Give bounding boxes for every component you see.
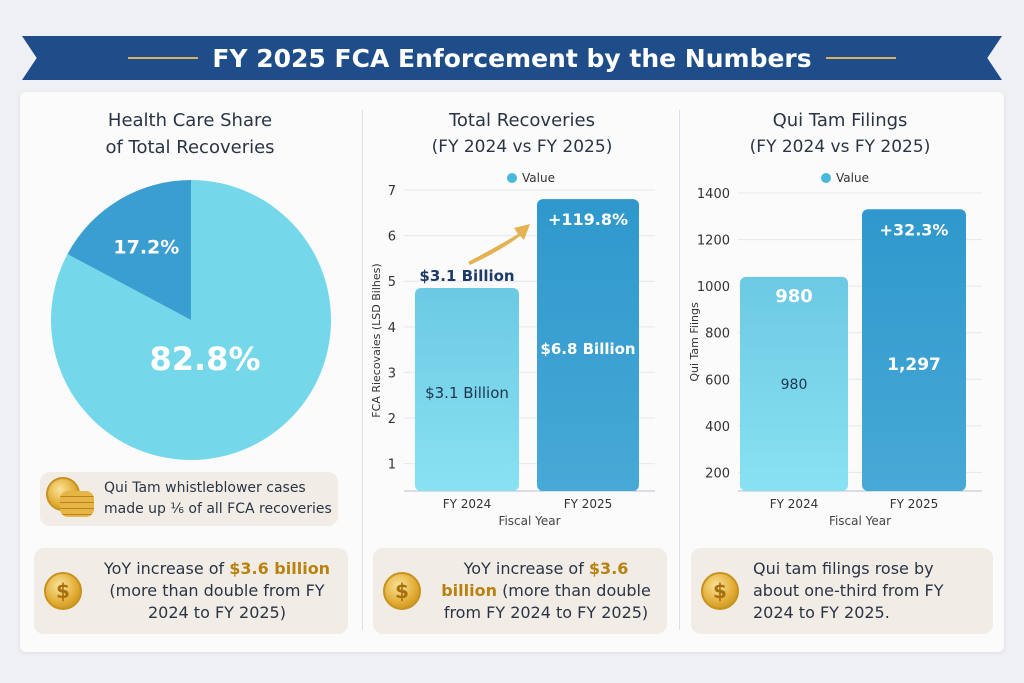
y-tick-label: 800 <box>705 327 730 342</box>
banner-rule <box>128 57 199 59</box>
callout-text: YoY increase of $3.6 billion (more than … <box>96 558 338 624</box>
y-tick-label: 4 <box>388 321 396 336</box>
note-text: Qui Tam whistleblower cases made up ⅙ of… <box>104 480 332 517</box>
banner-rule <box>825 57 896 59</box>
x-axis-label: Fiscal Year <box>498 514 560 528</box>
y-tick-label: 1 <box>388 458 396 473</box>
callout-post: (more than double from FY 2024 to FY 202… <box>443 581 651 622</box>
pie-title: Health Care Share of Total Recoveries <box>40 107 340 161</box>
legend-label: Value <box>836 171 869 185</box>
above-bar-label: $3.1 Billion <box>419 267 514 285</box>
bar <box>537 199 639 491</box>
title-line: Health Care Share <box>107 110 273 131</box>
y-tick-label: 3 <box>388 366 396 381</box>
page-title: FY 2025 FCA Enforcement by the Numbers <box>212 43 812 73</box>
callout-highlight: $3.6 billion <box>229 559 331 578</box>
title-line: Total Recoveries <box>448 110 596 131</box>
callout-panel2: $ YoY increase of $3.6 billion (more tha… <box>373 548 667 634</box>
x-axis-label: Fiscal Year <box>829 514 891 528</box>
divider <box>679 110 680 630</box>
dollar-coin-icon: $ <box>701 572 739 610</box>
dollar-coin-icon: $ <box>44 572 82 610</box>
pie-slice <box>67 180 191 320</box>
change-label: +32.3% <box>880 220 949 239</box>
x-tick-label: FY 2025 <box>890 497 939 511</box>
callout-post: (more than double from FY 2024 to FY 202… <box>109 581 325 622</box>
title-line: (FY 2024 vs FY 2025) <box>431 137 613 157</box>
y-tick-label: 2 <box>388 412 396 427</box>
change-label: +119.8% <box>548 210 628 229</box>
callout-pre: YoY increase of <box>463 559 589 578</box>
y-tick-label: 7 <box>388 184 396 199</box>
y-tick-label: 600 <box>705 373 730 388</box>
y-tick-label: 400 <box>705 420 730 435</box>
data-label: 1,297 <box>887 355 941 375</box>
bar <box>740 276 848 491</box>
title-line: (FY 2024 vs FY 2025) <box>749 137 931 157</box>
recoveries-title: Total Recoveries (FY 2024 vs FY 2025) <box>372 107 672 161</box>
bar <box>862 209 966 491</box>
callout-text: Qui tam filings rose by about one-third … <box>753 559 944 622</box>
y-tick-label: 200 <box>705 466 730 481</box>
callout-pre: YoY increase of <box>103 559 230 578</box>
filings-title: Qui Tam Filings (FY 2024 vs FY 2025) <box>690 107 990 161</box>
x-tick-label: FY 2025 <box>564 497 613 511</box>
dollar-coin-icon: $ <box>383 572 421 610</box>
x-tick-label: FY 2024 <box>770 497 819 511</box>
legend-label: Value <box>522 171 555 185</box>
title-line: Qui Tam Filings <box>772 110 908 131</box>
y-tick-label: 1200 <box>697 234 730 249</box>
pie-label: 82.8% <box>149 340 260 378</box>
title-banner: FY 2025 FCA Enforcement by the Numbers <box>22 36 1002 80</box>
y-tick-label: 6 <box>388 230 396 245</box>
up-arrow-icon <box>468 224 530 265</box>
y-axis-label: Qui Tam Fiings <box>688 302 701 382</box>
top-bar-label: 980 <box>775 286 813 307</box>
y-tick-label: 1400 <box>697 187 730 202</box>
data-label: $6.8 Billion <box>540 340 635 358</box>
callout-text: YoY increase of $3.6 billion (more than … <box>435 558 657 624</box>
pie-label: 17.2% <box>113 237 179 259</box>
bar <box>415 288 519 491</box>
divider <box>362 110 363 630</box>
data-label: $3.1 Billion <box>425 384 509 402</box>
callout-panel3: $ Qui tam filings rose by about one-thir… <box>691 548 993 634</box>
x-tick-label: FY 2024 <box>443 497 492 511</box>
y-tick-label: 1000 <box>697 280 730 295</box>
callout-panel1: $ YoY increase of $3.6 billion (more tha… <box>34 548 348 634</box>
coin-stack-icon <box>46 477 96 521</box>
title-line: of Total Recoveries <box>105 137 275 158</box>
qui-tam-note: Qui Tam whistleblower cases made up ⅙ of… <box>40 472 338 526</box>
callout-highlight: $3.6 billion <box>441 559 629 600</box>
legend-marker <box>821 173 831 183</box>
y-axis-label: FCA Riecovaies (LSD Bilhes) <box>370 263 383 417</box>
legend-marker <box>507 173 517 183</box>
data-label: 980 <box>781 377 808 393</box>
y-tick-label: 5 <box>388 275 396 290</box>
